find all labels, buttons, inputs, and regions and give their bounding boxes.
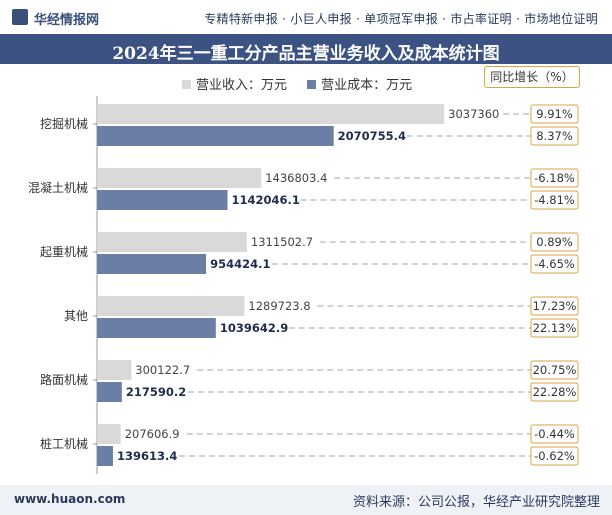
revenue-value-label: 1436803.4 xyxy=(265,171,327,185)
yoy-value: 17.23% xyxy=(533,299,577,313)
revenue-bar xyxy=(97,104,445,124)
cost-value-label: 1142046.1 xyxy=(232,193,300,207)
cost-bar xyxy=(97,126,334,146)
category-label: 其他 xyxy=(64,309,88,323)
yoy-box xyxy=(530,104,579,124)
footer-website[interactable]: www.huaon.com xyxy=(14,492,126,506)
title-bar: 2024年三一重工分产品主营业务收入及成本统计图 xyxy=(0,34,612,64)
cost-value-label: 139613.4 xyxy=(117,449,177,463)
category-label: 桩工机械 xyxy=(40,436,88,451)
yoy-value: 22.13% xyxy=(533,321,577,335)
footer: www.huaon.com 资料来源：公司公报，华经产业研究院整理 xyxy=(0,485,612,515)
yoy-box xyxy=(530,126,579,146)
cost-value-label: 217590.2 xyxy=(126,385,186,399)
top-links[interactable]: 专精特新申报 · 小巨人申报 · 单项冠军申报 · 市占率证明 · 市场地位证明 xyxy=(204,12,598,26)
yoy-box xyxy=(530,190,579,210)
top-bar: 华经情报网 专精特新申报 · 小巨人申报 · 单项冠军申报 · 市占率证明 · … xyxy=(0,0,612,34)
yoy-value: 8.37% xyxy=(536,129,573,143)
legend-cost-swatch xyxy=(307,80,317,89)
chart-title: 2024年三一重工分产品主营业务收入及成本统计图 xyxy=(112,44,500,64)
yoy-box xyxy=(530,168,579,188)
yoy-box xyxy=(530,360,579,380)
category-label: 起重机械 xyxy=(40,244,88,259)
legend-revenue-label: 营业收入：万元 xyxy=(196,78,288,93)
yoy-box xyxy=(530,446,579,466)
legend: 营业收入：万元 营业成本：万元 xyxy=(182,74,428,93)
revenue-bar xyxy=(97,424,121,444)
yoy-box xyxy=(530,382,579,402)
yoy-value: 22.28% xyxy=(533,385,577,399)
cost-value-label: 1039642.9 xyxy=(220,321,288,335)
legend-revenue-swatch xyxy=(182,80,191,89)
revenue-value-label: 300122.7 xyxy=(135,363,190,377)
yoy-value: -0.44% xyxy=(534,427,575,441)
legend-cost-label: 营业成本：万元 xyxy=(321,78,413,93)
revenue-value-label: 3037360 xyxy=(448,107,499,121)
category-label: 路面机械 xyxy=(40,372,88,387)
cost-bar xyxy=(97,318,216,338)
revenue-bar xyxy=(97,360,132,380)
cost-bar xyxy=(97,190,228,210)
cost-value-label: 954424.1 xyxy=(210,257,270,271)
yoy-header: 同比增长（%） xyxy=(484,66,580,88)
yoy-value: -4.81% xyxy=(534,193,575,207)
revenue-value-label: 1289723.8 xyxy=(248,299,310,313)
yoy-value: -4.65% xyxy=(534,257,575,271)
revenue-value-label: 207606.9 xyxy=(125,427,180,441)
legend-revenue: 营业收入：万元 xyxy=(182,74,287,93)
yoy-box xyxy=(530,232,579,252)
cost-bar xyxy=(97,446,113,466)
revenue-bar xyxy=(97,232,247,252)
yoy-value: -0.62% xyxy=(534,449,575,463)
yoy-value: 20.75% xyxy=(533,363,577,377)
yoy-box xyxy=(530,318,579,338)
cost-bar xyxy=(97,382,122,402)
category-label: 混凝土机械 xyxy=(28,180,88,195)
category-label: 挖掘机械 xyxy=(40,116,88,131)
logo-text: 华经情报网 xyxy=(34,13,100,28)
legend-cost: 营业成本：万元 xyxy=(307,74,412,93)
yoy-value: -6.18% xyxy=(534,171,575,185)
yoy-value: 9.91% xyxy=(536,107,573,121)
yoy-box xyxy=(530,424,579,444)
revenue-bar xyxy=(97,168,262,188)
revenue-bar xyxy=(97,296,245,316)
yoy-value: 0.89% xyxy=(536,235,573,249)
logo-icon xyxy=(12,9,28,25)
footer-source: 资料来源：公司公报，华经产业研究院整理 xyxy=(352,495,600,510)
yoy-box xyxy=(530,254,579,274)
yoy-box xyxy=(530,296,579,316)
cost-bar xyxy=(97,254,207,274)
revenue-value-label: 1311502.7 xyxy=(251,235,313,249)
cost-value-label: 2070755.4 xyxy=(338,129,406,143)
